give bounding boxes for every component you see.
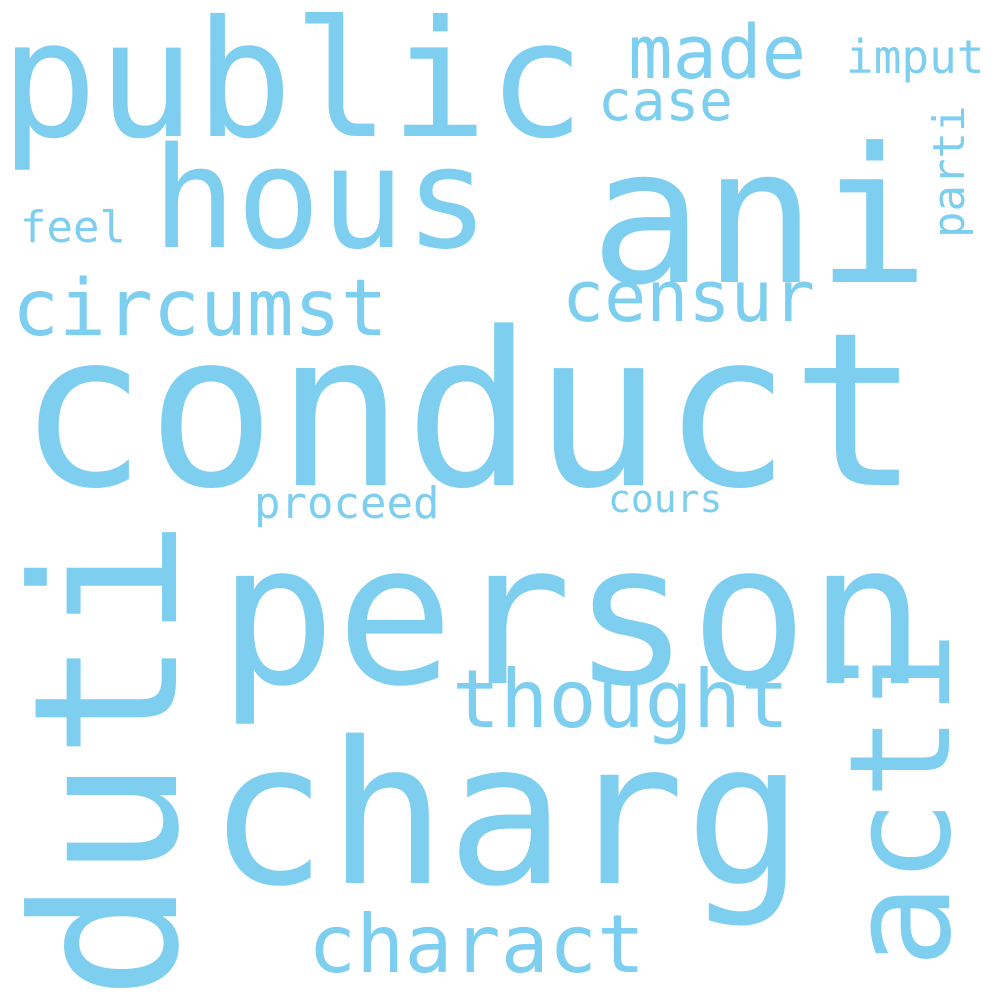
word-conduct: conduct bbox=[18, 287, 920, 536]
word-proceed: proceed bbox=[254, 478, 440, 529]
word-case: case bbox=[598, 69, 733, 134]
word-acti: acti bbox=[820, 630, 983, 968]
word-hous: hous bbox=[152, 118, 490, 281]
word-cours: cours bbox=[608, 477, 723, 521]
word-made: made bbox=[628, 10, 807, 96]
word-charg: charg bbox=[208, 699, 805, 930]
word-public: public bbox=[0, 0, 586, 175]
word-parti: parti bbox=[924, 105, 975, 238]
word-charact: charact bbox=[308, 898, 646, 991]
word-ani: ani bbox=[590, 108, 930, 327]
word-thought: thought bbox=[452, 653, 790, 746]
word-feel: feel bbox=[20, 202, 126, 253]
word-censur: censur bbox=[562, 256, 815, 338]
word-person: person bbox=[218, 502, 927, 730]
word-imput: imput bbox=[846, 30, 985, 84]
word-circumst: circumst bbox=[12, 264, 388, 354]
word-duti: duti bbox=[0, 518, 224, 1000]
